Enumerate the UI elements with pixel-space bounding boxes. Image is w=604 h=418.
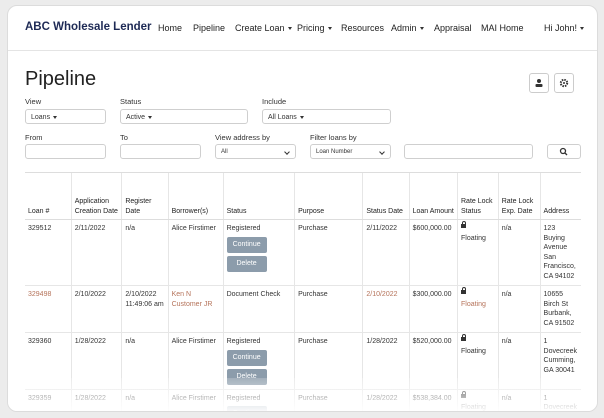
- nav-link[interactable]: MAI Home: [481, 23, 524, 33]
- column-header[interactable]: Status Date: [362, 173, 410, 220]
- status-select[interactable]: Active: [120, 109, 248, 124]
- cell: $300,000.00: [409, 285, 459, 333]
- brand[interactable]: ABC Wholesale Lender: [25, 21, 152, 33]
- lock-text: Floating: [461, 300, 486, 308]
- pipeline-table-container: Loan # Application Creation Date Register …: [25, 172, 581, 411]
- user-icon: [535, 79, 543, 87]
- column-header[interactable]: Rate Lock Status: [457, 173, 499, 220]
- user-button[interactable]: [529, 73, 549, 93]
- cell: 2/10/2022: [362, 285, 410, 333]
- header-row: Loan # Application Creation Date Register …: [25, 173, 581, 220]
- lock-icon: [461, 287, 466, 294]
- column-header[interactable]: Address: [540, 173, 581, 220]
- lock-text: Floating: [461, 234, 486, 242]
- cell: n/a: [498, 285, 541, 333]
- cell: Alice Firstimer: [168, 219, 224, 286]
- cell: n/a: [498, 219, 541, 286]
- column-header[interactable]: Loan #: [25, 173, 72, 220]
- column-header[interactable]: Status: [223, 173, 296, 220]
- from-input[interactable]: [25, 144, 106, 159]
- action-button[interactable]: Continue: [226, 236, 267, 253]
- field-label: View address by: [215, 133, 270, 142]
- nav-link[interactable]: Appraisal: [434, 23, 472, 33]
- cell: Floating: [457, 285, 499, 333]
- field-label: To: [120, 133, 128, 142]
- nav-link[interactable]: Pricing: [297, 23, 332, 33]
- cell: 10655 Birch St Burbank, CA 91502: [540, 285, 581, 333]
- cell: 2/10/2022 11:49:06 am: [121, 285, 169, 333]
- cell: 329512: [25, 219, 72, 286]
- top-bar: ABC Wholesale Lender Home Pipeline Creat…: [8, 6, 597, 51]
- user-menu[interactable]: Hi John!: [544, 23, 584, 33]
- table-row: 329512 2/11/2022 n/a Alice Firstimer Registe…: [25, 219, 581, 286]
- action-button[interactable]: Continue: [226, 349, 267, 366]
- column-header[interactable]: Application Creation Date: [71, 173, 123, 220]
- status-text: Document Check: [226, 291, 281, 298]
- lock-text: Floating: [461, 347, 486, 355]
- status-text: Registered: [226, 225, 261, 232]
- user-text: Hi John!: [544, 23, 578, 33]
- action-button[interactable]: Delete: [226, 255, 267, 272]
- cell: $600,000.00: [409, 219, 459, 286]
- field-label: View: [25, 97, 42, 106]
- select-text: All: [221, 149, 228, 155]
- lock-icon: [461, 334, 466, 341]
- column-header[interactable]: Borrower(s): [168, 173, 224, 220]
- status-text: Registered: [226, 338, 261, 345]
- column-header[interactable]: Loan Amount: [409, 173, 459, 220]
- gear-icon: [559, 78, 569, 88]
- lock-icon: [461, 221, 466, 228]
- search-icon: [559, 147, 568, 156]
- cell: Purchase: [294, 219, 364, 286]
- nav-link[interactable]: Create Loan: [235, 23, 292, 33]
- select-text: Active: [126, 114, 146, 121]
- nav-link[interactable]: Admin: [391, 23, 424, 33]
- column-header[interactable]: Purpose: [294, 173, 364, 220]
- cell: Registered Continue Delete: [223, 219, 296, 286]
- field-label: Status: [120, 97, 142, 106]
- cell: Floating: [457, 219, 499, 286]
- settings-button[interactable]: [554, 73, 574, 93]
- nav-link[interactable]: Resources: [341, 23, 385, 33]
- cell: 123 Buying Avenue San Francisco, CA 9410…: [540, 219, 581, 286]
- field-label: Include: [262, 97, 287, 106]
- nav-link[interactable]: Pipeline: [193, 23, 226, 33]
- table-row: 329498 2/10/2022 2/10/2022 11:49:06 am Ken …: [25, 285, 581, 333]
- cell: Document Check: [223, 285, 296, 333]
- nav-link[interactable]: Home: [158, 23, 183, 33]
- cell: Purchase: [294, 285, 364, 333]
- search-button[interactable]: [547, 144, 581, 159]
- column-header[interactable]: Rate Lock Exp. Date: [498, 173, 541, 220]
- column-header[interactable]: Register Date: [121, 173, 169, 220]
- view-select[interactable]: Loans: [25, 109, 106, 124]
- to-input[interactable]: [120, 144, 201, 159]
- include-select[interactable]: All Loans: [262, 109, 391, 124]
- select-text: All Loans: [268, 114, 297, 121]
- nav-text: Admin: [391, 23, 417, 33]
- field-label: From: [25, 133, 43, 142]
- filter-select[interactable]: Loan Number: [310, 144, 391, 159]
- select-text: Loans: [31, 114, 51, 121]
- page-title: Pipeline: [25, 68, 97, 90]
- address-select[interactable]: All: [215, 144, 296, 159]
- cell: Ken N Customer JR: [168, 285, 224, 333]
- cell: 2/11/2022: [71, 219, 123, 286]
- app-window: ABC Wholesale Lender Home Pipeline Creat…: [7, 5, 598, 412]
- field-label: Filter loans by: [310, 133, 357, 142]
- cell: n/a: [121, 219, 169, 286]
- cell: 329498: [25, 285, 72, 333]
- nav-text: Create Loan: [235, 23, 285, 33]
- pipeline-table: Loan # Application Creation Date Register …: [25, 173, 581, 411]
- scroll-fade: [8, 378, 597, 411]
- select-text: Loan Number: [316, 149, 353, 155]
- cell: 2/10/2022: [71, 285, 123, 333]
- search-input[interactable]: [404, 144, 533, 159]
- cell: 2/11/2022: [362, 219, 410, 286]
- nav-text: Pricing: [297, 23, 325, 33]
